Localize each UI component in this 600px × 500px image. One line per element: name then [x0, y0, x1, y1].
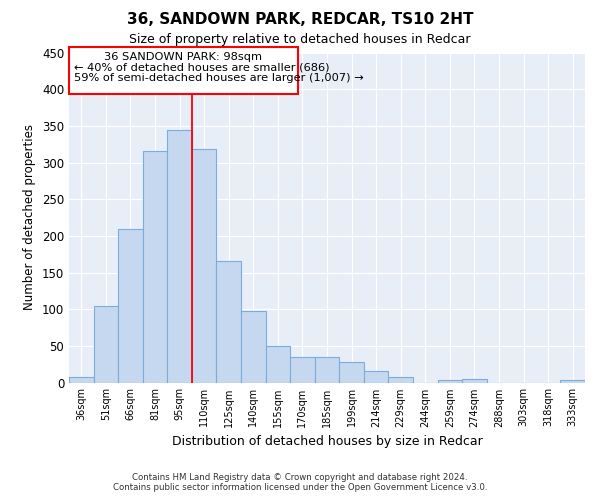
Bar [143, 151, 167, 382]
Bar [437, 380, 462, 382]
X-axis label: Distribution of detached houses by size in Redcar: Distribution of detached houses by size … [172, 435, 482, 448]
Bar [560, 380, 585, 382]
Bar [217, 261, 241, 382]
Bar [462, 379, 487, 382]
Text: ← 40% of detached houses are smaller (686): ← 40% of detached houses are smaller (68… [74, 63, 329, 73]
Bar [69, 378, 94, 382]
Text: Contains HM Land Registry data © Crown copyright and database right 2024.
Contai: Contains HM Land Registry data © Crown c… [113, 473, 487, 492]
Text: Size of property relative to detached houses in Redcar: Size of property relative to detached ho… [129, 32, 471, 46]
Y-axis label: Number of detached properties: Number of detached properties [23, 124, 37, 310]
Bar [290, 357, 315, 382]
Text: 36, SANDOWN PARK, REDCAR, TS10 2HT: 36, SANDOWN PARK, REDCAR, TS10 2HT [127, 12, 473, 28]
Bar [69, 46, 298, 94]
Bar [339, 362, 364, 382]
Bar [364, 371, 388, 382]
Bar [266, 346, 290, 383]
Bar [192, 148, 217, 382]
Text: 59% of semi-detached houses are larger (1,007) →: 59% of semi-detached houses are larger (… [74, 73, 364, 83]
Bar [94, 306, 118, 382]
Bar [241, 312, 266, 382]
Text: 36 SANDOWN PARK: 98sqm: 36 SANDOWN PARK: 98sqm [104, 52, 262, 62]
Bar [118, 229, 143, 382]
Bar [315, 357, 339, 382]
Bar [167, 130, 192, 382]
Bar [388, 376, 413, 382]
